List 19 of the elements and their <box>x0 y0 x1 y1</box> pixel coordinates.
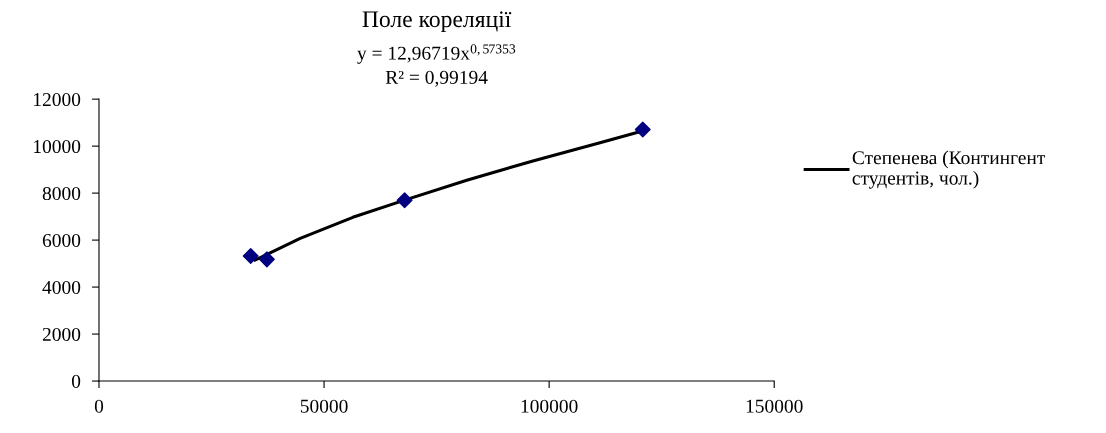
text: y = 12,96719x$^{0,57353}$ <box>357 44 516 64</box>
point <box>396 192 413 209</box>
point <box>634 121 651 138</box>
text: R² = 0,99194 <box>385 70 488 87</box>
y-tick-label: 0 <box>71 374 81 388</box>
y-tick-label: 12000 <box>34 92 81 107</box>
y-tick-label: 2000 <box>42 327 81 341</box>
y-tick-label: 6000 <box>42 233 81 248</box>
y-tick-label: 8000 <box>42 186 81 201</box>
legend-label: Степенева (Контингент студентів, чол.) <box>852 150 1046 189</box>
x-tick-label: 100000 <box>521 399 578 413</box>
y-tick-label: 4000 <box>42 280 81 295</box>
y-tick-label: 10000 <box>34 139 81 154</box>
x-tick-label: 50000 <box>300 399 348 413</box>
x-tick-label: 150000 <box>746 399 803 413</box>
point <box>242 248 259 265</box>
x-tick-label: 0 <box>94 399 104 413</box>
point <box>258 251 275 268</box>
chart-title: Поле кореляції <box>362 11 512 32</box>
